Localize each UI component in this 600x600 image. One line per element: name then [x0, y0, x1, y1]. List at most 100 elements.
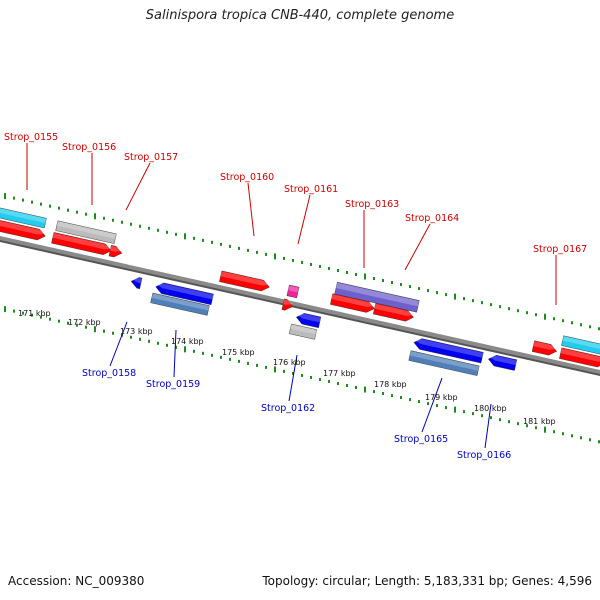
feature-highlight	[290, 324, 317, 335]
leader-line	[421, 377, 443, 433]
cyan-box	[0, 206, 47, 229]
tick-dot-tracks	[4, 193, 600, 444]
feature-highlight	[296, 313, 321, 323]
feature-shape	[130, 277, 143, 290]
leader-line	[173, 329, 177, 378]
feature-highlight	[560, 348, 600, 362]
scale-label: 175 kbp	[222, 348, 255, 357]
cds-arrow-reverse	[155, 282, 214, 306]
genome-backbone	[0, 235, 600, 377]
feature-shape	[51, 232, 112, 255]
leader-line	[125, 162, 151, 211]
feature-highlight	[0, 207, 47, 224]
scale-layer: 171 kbp 172 kbp 173 kbp 174 kbp 175 kbp 176 k…	[18, 309, 556, 426]
feature-highlight	[52, 232, 112, 250]
cds-arrow-reverse	[295, 313, 322, 329]
feature-shape	[488, 355, 518, 371]
backbone-line	[0, 235, 600, 375]
feature-shape	[288, 323, 318, 340]
gray-box	[288, 323, 318, 340]
leader-line	[297, 194, 311, 245]
leader-line	[247, 182, 255, 237]
feature-highlight	[110, 245, 123, 252]
gene-label-reverse: Strop_0165	[394, 434, 448, 445]
steel-box	[408, 350, 480, 376]
leader-line	[109, 321, 128, 367]
feature-highlight	[409, 351, 480, 371]
feature-highlight	[56, 221, 117, 239]
gene-label-reverse: Strop_0166	[457, 450, 511, 461]
feature-shape	[413, 338, 484, 364]
gene-label-forward: Strop_0167	[533, 244, 587, 255]
leader-line	[484, 403, 492, 449]
purple-box	[334, 281, 420, 313]
feature-shape	[334, 281, 420, 313]
scale-label: 174 kbp	[171, 337, 204, 346]
feature-shape	[408, 350, 480, 376]
accession-text: Accession: NC_009380	[8, 574, 145, 588]
feature-shape	[150, 292, 210, 316]
cds-arrow	[531, 340, 558, 356]
cds-arrow	[330, 293, 376, 313]
feature-shape	[281, 298, 294, 311]
feature-highlight	[374, 303, 415, 316]
gene-label-reverse: Strop_0162	[261, 403, 315, 414]
cds-arrow-reverse	[413, 338, 484, 364]
cyan-box	[561, 335, 600, 356]
feature-shape	[0, 219, 46, 241]
feature-highlight	[220, 271, 270, 286]
feature-highlight	[331, 294, 376, 308]
feature-shape	[219, 270, 270, 292]
steel-box	[150, 292, 210, 316]
gene-label-forward: Strop_0163	[345, 199, 399, 210]
scale-label: 171 kbp	[18, 309, 51, 318]
scale-label: 172 kbp	[68, 318, 101, 327]
feature-shape	[561, 335, 600, 356]
map-title: Salinispora tropica CNB-440, complete ge…	[145, 8, 455, 23]
feature-shape	[330, 293, 375, 313]
gene-label-forward: Strop_0161	[284, 184, 338, 195]
feature-shape	[108, 244, 123, 258]
feature-shape	[155, 282, 214, 306]
feature-layer	[0, 206, 600, 376]
feature-highlight	[156, 283, 214, 300]
scale-label: 177 kbp	[323, 369, 356, 378]
cds-arrow	[108, 244, 123, 258]
feature-highlight	[414, 339, 484, 358]
feature-shape	[531, 340, 558, 356]
gene-label-reverse: Strop_0158	[82, 368, 136, 379]
feature-highlight	[151, 293, 210, 311]
feature-highlight	[0, 219, 46, 235]
label-layer: Strop_0155 Strop_0156 Strop_0157 Strop_0160…	[4, 132, 587, 461]
gray-box	[55, 220, 117, 244]
feature-shape	[0, 206, 47, 229]
feature-shape	[559, 347, 600, 368]
gene-label-forward: Strop_0164	[405, 213, 459, 224]
cds-arrow-reverse	[488, 355, 518, 371]
feature-highlight	[131, 277, 142, 284]
scale-label: 173 kbp	[120, 327, 153, 336]
genome-summary-text: Topology: circular; Length: 5,183,331 bp…	[262, 574, 592, 588]
cds-arrow	[219, 270, 270, 292]
scale-label: 181 kbp	[523, 417, 556, 426]
cds-arrow-reverse	[130, 277, 143, 290]
gene-label-reverse: Strop_0159	[146, 379, 200, 390]
feature-highlight	[488, 355, 517, 366]
leader-line	[288, 354, 298, 402]
leader-line	[404, 223, 431, 271]
cds-arrow	[51, 232, 112, 255]
feature-highlight	[562, 336, 600, 351]
scale-label: 180 kbp	[474, 404, 507, 413]
gene-label-forward: Strop_0157	[124, 152, 178, 163]
feature-shape	[373, 303, 414, 322]
cds-arrow	[0, 219, 46, 241]
scale-label: 179 kbp	[425, 393, 458, 402]
feature-highlight	[336, 282, 420, 307]
feature-highlight	[283, 299, 294, 305]
feature-shape	[55, 220, 117, 244]
cds-arrow	[281, 298, 294, 311]
feature-highlight	[533, 341, 558, 350]
gene-label-forward: Strop_0155	[4, 132, 58, 143]
magenta-box	[286, 284, 300, 299]
